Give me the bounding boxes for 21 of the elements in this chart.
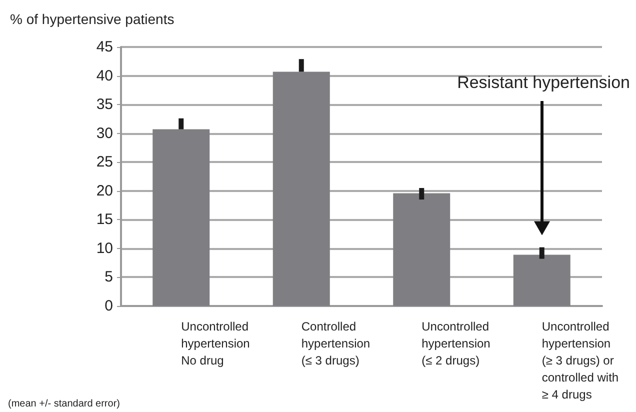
bar	[272, 72, 330, 306]
y-tick-label: 10	[96, 240, 113, 257]
x-tick-label: Uncontrolled hypertension (≤ 2 drugs)	[422, 320, 490, 368]
annotation: Resistant hypertension	[457, 73, 630, 94]
y-tick-label: 20	[96, 182, 113, 200]
y-tick-label: 40	[96, 67, 113, 84]
y-tick-label: 5	[104, 268, 113, 286]
x-tick-label: Uncontrolled hypertension No drug	[181, 320, 250, 368]
y-tick-label: 35	[96, 96, 113, 114]
bar	[393, 193, 450, 306]
y-tick-label: 15	[96, 211, 113, 228]
bar	[513, 254, 570, 306]
x-tick-label: Uncontrolled hypertension (≥ 3 drugs) or controlled with ≥ 4 drugs	[542, 320, 619, 402]
y-tick-label: 45	[96, 38, 113, 56]
bar	[152, 129, 210, 306]
y-tick-label: 25	[96, 154, 113, 171]
y-tick-label: 0	[104, 298, 113, 314]
text: (mean +/- standard error)	[8, 398, 120, 410]
x-tick-label: Controlled hypertension (≤ 3 drugs)	[301, 320, 370, 368]
y-axis-title: % of hypertensive patients	[10, 11, 174, 27]
y-tick-label: 30	[96, 124, 113, 142]
